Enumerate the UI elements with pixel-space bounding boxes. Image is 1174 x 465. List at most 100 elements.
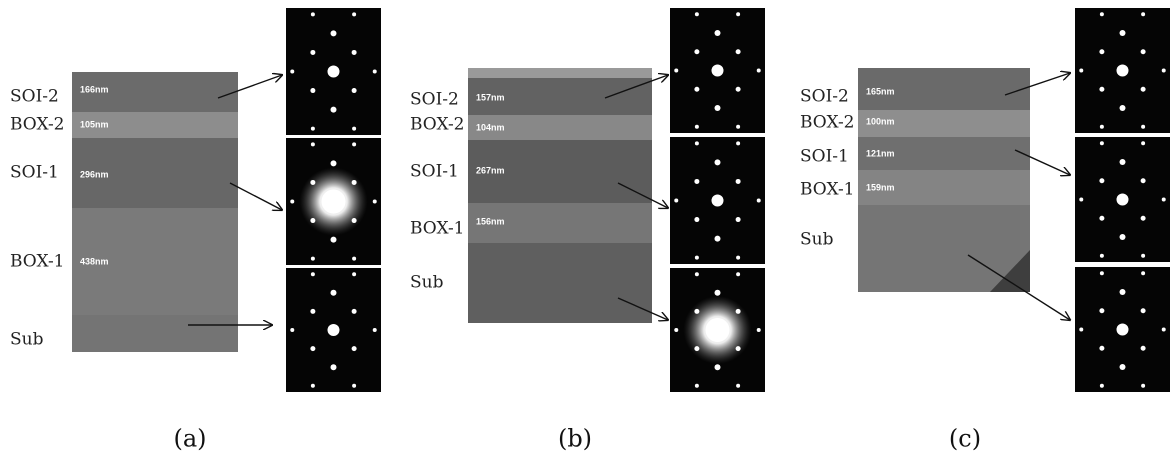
diffraction-spot <box>331 30 337 36</box>
diffraction-spot <box>706 318 730 342</box>
diffraction-spot <box>695 12 699 16</box>
diffraction-spot <box>331 364 337 370</box>
diffraction-spot <box>1141 346 1146 351</box>
diffraction-spot <box>1120 105 1126 111</box>
diffraction-pattern <box>286 268 381 392</box>
diffraction-spot <box>352 127 356 131</box>
diffraction-spot <box>1141 12 1145 16</box>
diffraction-spot <box>1162 328 1166 332</box>
diffraction-spot <box>352 50 357 55</box>
thickness-label: 121nm <box>866 148 895 158</box>
layer-label: BOX-1 <box>800 180 855 200</box>
layer-label: BOX-2 <box>10 115 65 135</box>
diffraction-spot <box>715 159 721 165</box>
diffraction-spot <box>712 65 724 77</box>
panel-caption: (b) <box>558 425 592 453</box>
diffraction-spot <box>1141 141 1145 145</box>
diffraction-spot <box>1120 289 1126 295</box>
diffraction-spot <box>1141 271 1145 275</box>
diffraction-spot <box>736 272 740 276</box>
layer-label: Sub <box>410 273 444 293</box>
diffraction-spot <box>694 217 699 222</box>
diffraction-spot <box>1117 194 1129 206</box>
diffraction-spot <box>695 272 699 276</box>
diffraction-spot <box>373 200 377 204</box>
layer-label: BOX-1 <box>10 252 65 272</box>
diffraction-spot <box>352 142 356 146</box>
diffraction-spot <box>1117 324 1129 336</box>
diffraction-spot <box>736 309 741 314</box>
diffraction-spot <box>311 12 315 16</box>
thickness-label: 104nm <box>476 122 505 132</box>
diffraction-spot <box>715 105 721 111</box>
diffraction-pattern <box>1075 8 1170 133</box>
diffraction-spot <box>373 70 377 74</box>
tem-image <box>72 72 238 352</box>
diffraction-spot <box>322 190 346 214</box>
diffraction-spot <box>1100 271 1104 275</box>
diffraction-spot <box>310 180 315 185</box>
diffraction-spot <box>695 256 699 260</box>
diffraction-spot <box>352 346 357 351</box>
diffraction-spot <box>310 88 315 93</box>
diffraction-spot <box>311 127 315 131</box>
diffraction-spot <box>736 179 741 184</box>
diffraction-spot <box>1162 69 1166 73</box>
diffraction-pattern <box>670 137 765 264</box>
diffraction-spot <box>1079 328 1083 332</box>
diffraction-spot <box>1120 30 1126 36</box>
diffraction-spot <box>1100 12 1104 16</box>
diffraction-spot <box>1141 49 1146 54</box>
diffraction-spot <box>736 346 741 351</box>
diffraction-spot <box>715 30 721 36</box>
diffraction-spot <box>1099 87 1104 92</box>
diffraction-pattern <box>670 8 765 133</box>
diffraction-spot <box>694 309 699 314</box>
diffraction-spot <box>1117 65 1129 77</box>
diffraction-spot <box>1100 125 1104 129</box>
tem-image <box>858 68 1030 292</box>
layer-label: Sub <box>800 230 834 250</box>
diffraction-spot <box>1099 346 1104 351</box>
diffraction-spot <box>328 324 340 336</box>
diffraction-spot <box>311 384 315 388</box>
diffraction-spot <box>1141 384 1145 388</box>
diffraction-spot <box>310 50 315 55</box>
diffraction-spot <box>352 218 357 223</box>
layer-label: BOX-2 <box>800 113 855 133</box>
thickness-label: 438nm <box>80 256 109 266</box>
diffraction-spot <box>736 12 740 16</box>
diffraction-spot <box>1120 364 1126 370</box>
diffraction-spot <box>328 66 340 78</box>
diffraction-spot <box>736 256 740 260</box>
panel-caption: (c) <box>949 425 981 453</box>
diffraction-spot <box>695 384 699 388</box>
thickness-label: 105nm <box>80 119 109 129</box>
diffraction-spot <box>331 237 337 243</box>
diffraction-spot <box>1141 216 1146 221</box>
diffraction-spot <box>712 195 724 207</box>
diffraction-spot <box>1099 308 1104 313</box>
diffraction-spot <box>352 384 356 388</box>
diffraction-pattern <box>1075 137 1170 262</box>
surface-band <box>468 68 652 78</box>
thickness-label: 159nm <box>866 182 895 192</box>
diffraction-spot <box>310 346 315 351</box>
layer-label: BOX-1 <box>410 219 465 239</box>
diffraction-spot <box>1162 198 1166 202</box>
layer <box>468 243 652 323</box>
layer-label: SOI-2 <box>800 87 849 107</box>
diffraction-spot <box>373 328 377 332</box>
diffraction-spot <box>674 199 678 203</box>
diffraction-spot <box>695 125 699 129</box>
diffraction-spot <box>290 200 294 204</box>
diffraction-spot <box>311 257 315 261</box>
layer-label: Sub <box>10 330 44 350</box>
layer-label: SOI-1 <box>410 162 459 182</box>
diffraction-pattern <box>670 268 765 392</box>
thickness-label: 100nm <box>866 116 895 126</box>
diffraction-spot <box>736 87 741 92</box>
diffraction-spot <box>311 272 315 276</box>
diffraction-spot <box>352 272 356 276</box>
thickness-label: 157nm <box>476 92 505 102</box>
